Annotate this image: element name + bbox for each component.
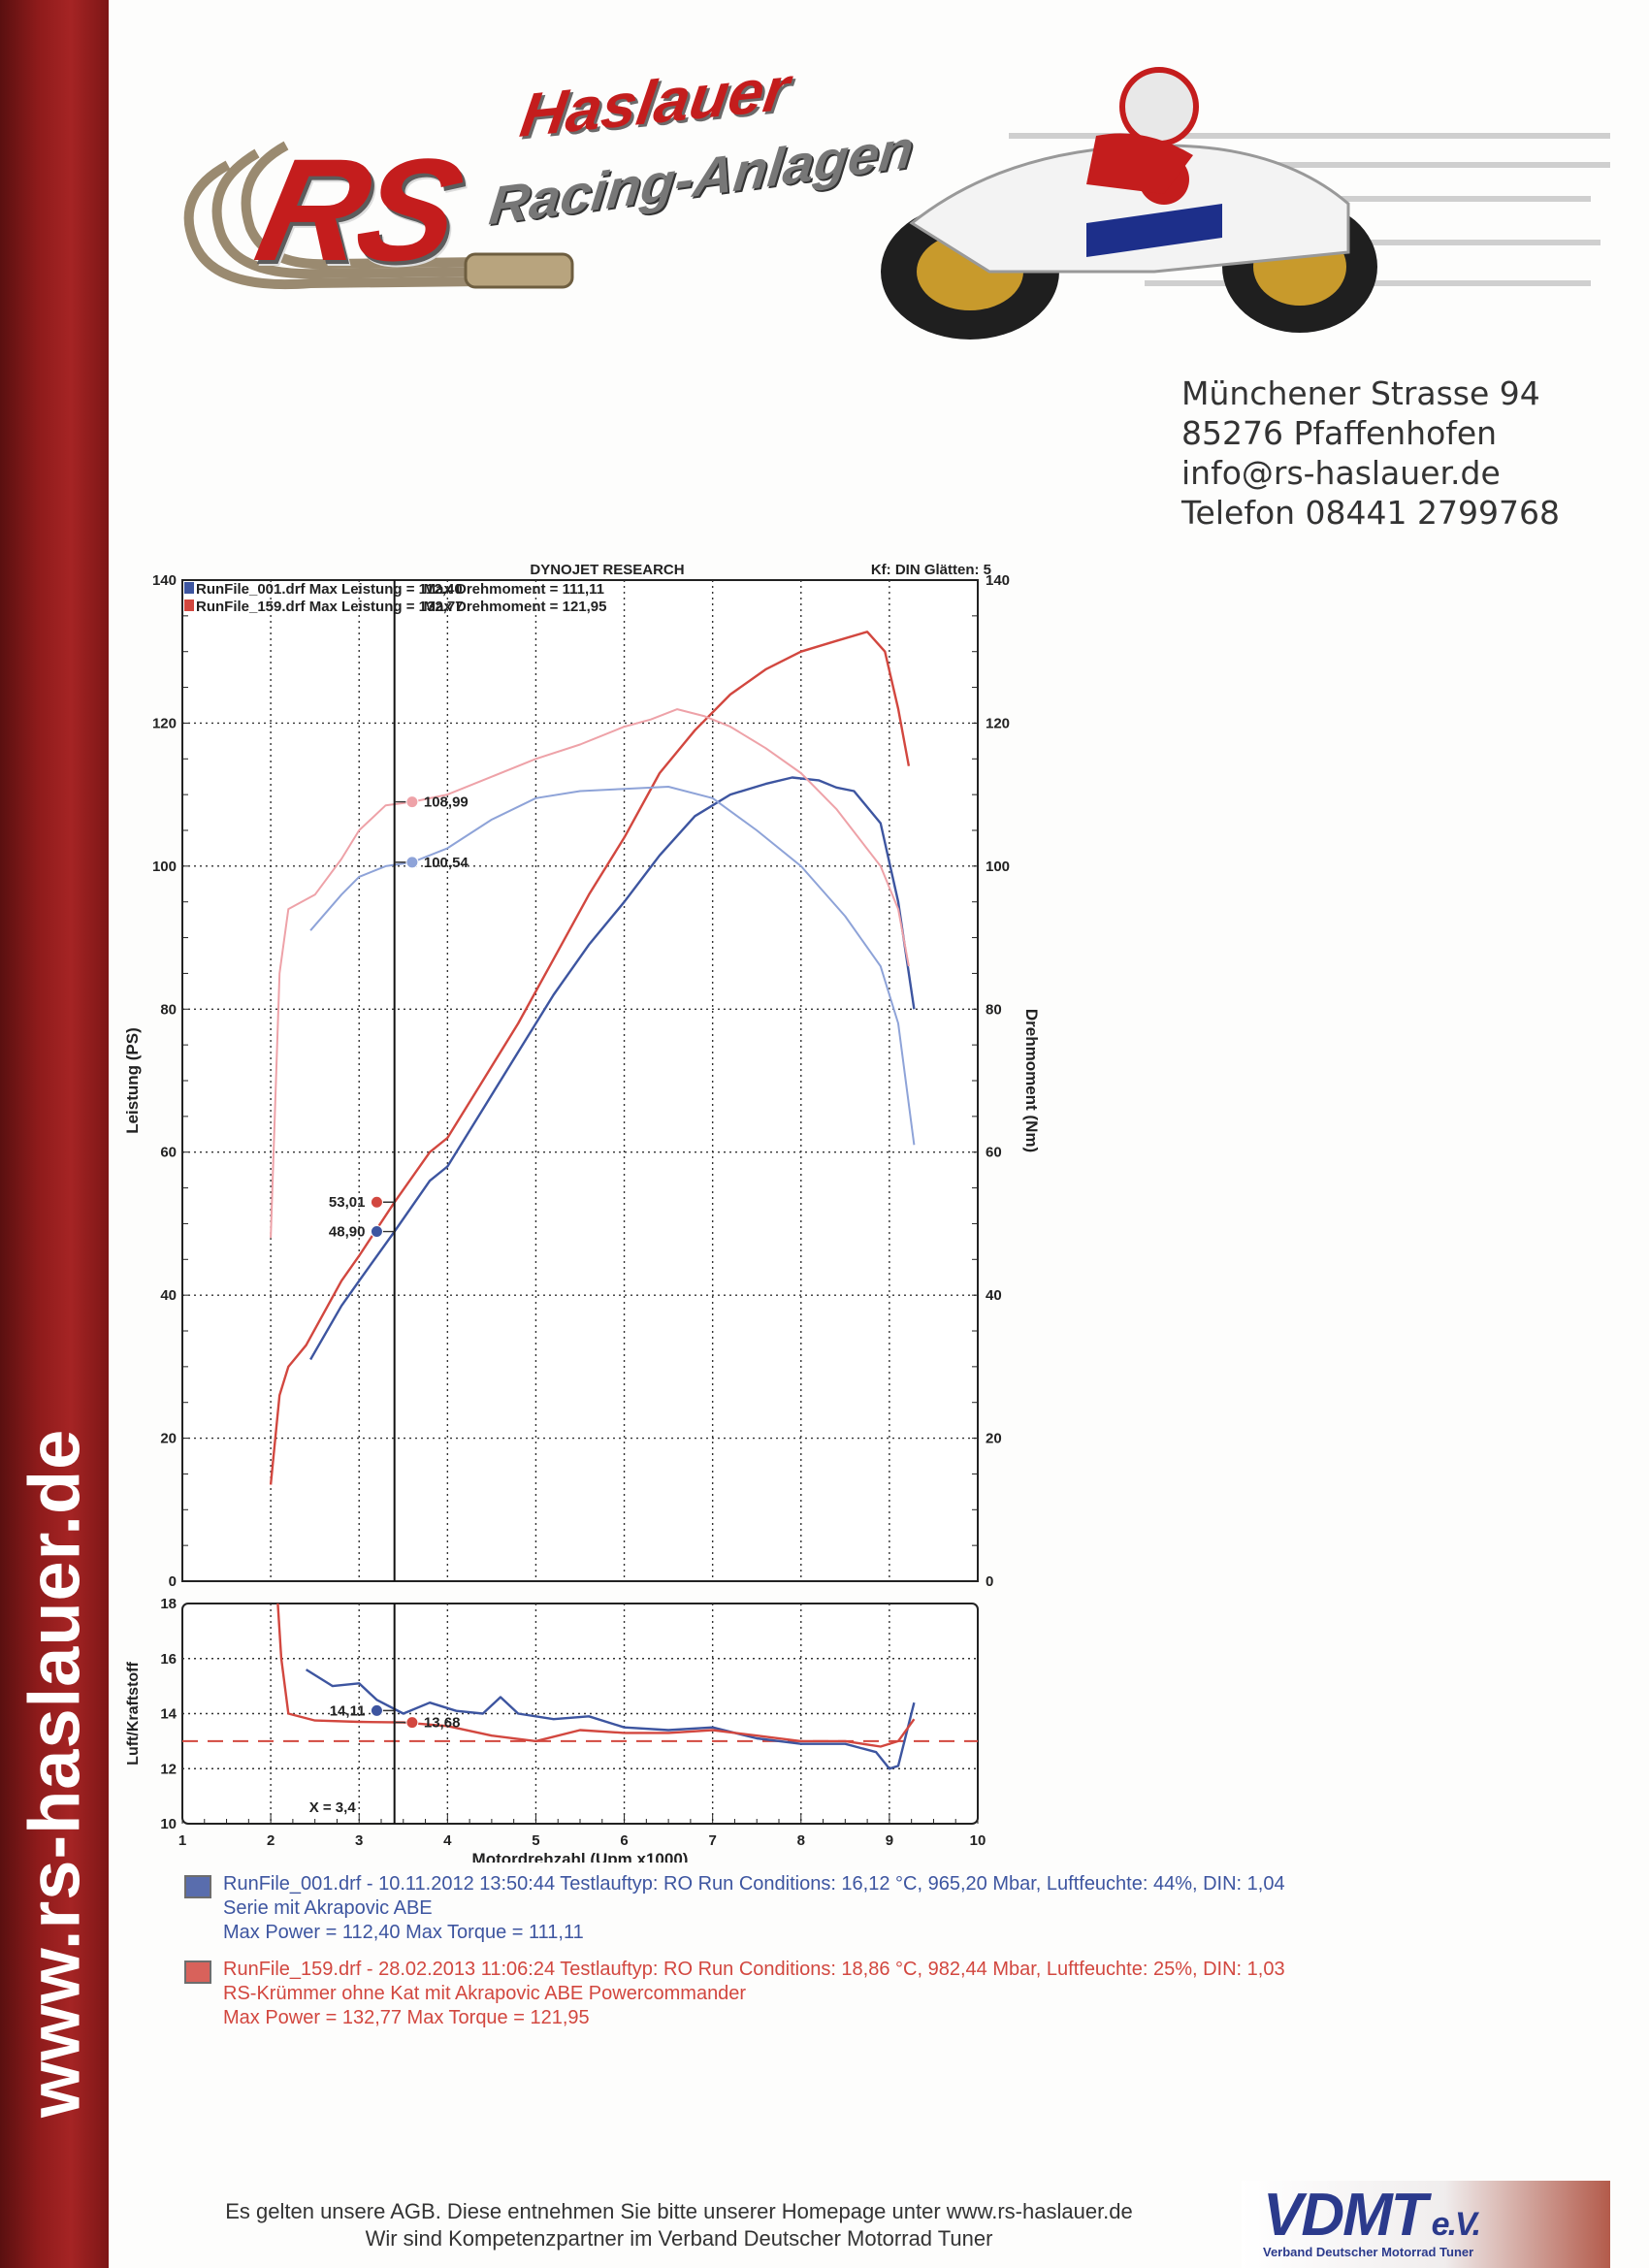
legend-2-line3: Max Power = 132,77 Max Torque = 121,95: [223, 2007, 590, 2028]
legend-2-line1: RunFile_159.drf - 28.02.2013 11:06:24 Te…: [223, 1959, 1285, 1980]
series-line-torque-159: [270, 708, 910, 1239]
legend-1-line3: Max Power = 112,40 Max Torque = 111,11: [223, 1922, 584, 1943]
legend-text-1: RunFile_001.drf - 10.11.2012 13:50:44 Te…: [223, 1872, 1285, 1945]
x-axis-title: Motordrehzahl (Upm x1000): [472, 1850, 689, 1863]
header-swatch-001: [184, 582, 194, 594]
afr-y-tick-label: 16: [160, 1651, 177, 1668]
muffler-icon: [464, 252, 574, 289]
afr-axis-title: Luft/Kraftstoff: [125, 1662, 142, 1766]
afr-y-tick-label: 10: [160, 1816, 177, 1832]
y-tick-label-left: 140: [152, 572, 177, 589]
chart-title: DYNOJET RESEARCH: [530, 562, 684, 578]
series-line-power-159: [269, 631, 911, 1485]
address-city: 85276 Pfaffenhofen: [1181, 414, 1498, 452]
afr-series-line-159: [276, 1603, 916, 1748]
vdmt-word-main: VDMT: [1263, 2182, 1428, 2249]
y-axis-title-right: Drehmoment (Nm): [1022, 1009, 1041, 1152]
vdmt-suffix: e.V.: [1431, 2206, 1481, 2243]
y-tick-label-right: 60: [986, 1145, 1002, 1161]
legend-1-line2: Serie mit Akrapovic ABE: [223, 1897, 433, 1919]
header-line-001: RunFile_001.drf Max Leistung = 112,40: [196, 581, 463, 598]
logo-graphics: [183, 67, 1610, 340]
y-axis-title-left: Leistung (PS): [123, 1027, 142, 1134]
annotation-3-marker: [370, 1225, 383, 1239]
legend-swatch-2: [184, 1960, 211, 1984]
header-torque-159: Max Drehmoment = 121,95: [424, 599, 607, 615]
footer-note: Es gelten unsere AGB. Diese entnehmen Si…: [146, 2198, 1212, 2252]
address-email[interactable]: info@rs-haslauer.de: [1181, 454, 1501, 492]
afr-annotation-0-label: 14,11: [330, 1702, 366, 1719]
y-tick-label-right: 40: [986, 1287, 1002, 1304]
x-tick-label: 3: [355, 1832, 363, 1849]
header-torque-001: Max Drehmoment = 111,11: [424, 581, 604, 598]
series-line-power-001: [309, 776, 916, 1361]
afr-annotation-0-marker: [370, 1703, 383, 1717]
afr-annotation-1-marker: [405, 1716, 419, 1730]
x-tick-label: 7: [708, 1832, 716, 1849]
exhaust-headers-icon: [183, 141, 486, 290]
afr-series-line-001: [305, 1669, 916, 1770]
vdmt-logo: VDMT e.V. Verband Deutscher Motorrad Tune…: [1242, 2181, 1610, 2268]
footer-line2: Wir sind Kompetenzpartner im Verband Deu…: [365, 2226, 993, 2251]
afr-y-tick-label: 14: [160, 1706, 177, 1723]
header-swatch-159: [184, 599, 194, 611]
annotation-0-label: 108,99: [424, 794, 469, 811]
cursor-label: X = 3,4: [309, 1799, 357, 1816]
company-address: Münchener Strasse 94 85276 Pfaffenhofen …: [1181, 373, 1560, 533]
dyno-chart: 1 2 3 4 5 6 7 8 9 10 0 0 20 20 40 40 60 60 80 80 100 100 120 12…: [116, 553, 1533, 1868]
y-tick-label-left: 40: [160, 1287, 177, 1304]
x-tick-label: 4: [443, 1832, 452, 1849]
annotation-2-label: 53,01: [329, 1194, 366, 1211]
annotation-0-marker: [405, 795, 419, 809]
x-tick-label: 9: [886, 1832, 893, 1849]
afr-annotation-1-label: 13,68: [424, 1715, 461, 1732]
y-tick-label-left: 20: [160, 1431, 177, 1447]
vdmt-word: VDMT e.V.: [1263, 2181, 1481, 2250]
legend-swatch-1: [184, 1875, 211, 1898]
address-phone: Telefon 08441 2799768: [1181, 494, 1560, 532]
x-tick-label: 8: [797, 1832, 805, 1849]
x-tick-label: 10: [970, 1832, 986, 1849]
main-plot-frame: [181, 579, 979, 1582]
annotation-1-marker: [405, 856, 419, 869]
footer-line1: Es gelten unsere AGB. Diese entnehmen Si…: [225, 2199, 1133, 2223]
logo-rs: RS: [244, 128, 470, 291]
y-tick-label-right: 140: [986, 572, 1010, 589]
y-tick-label-right: 0: [986, 1573, 993, 1590]
y-tick-label-right: 120: [986, 715, 1010, 731]
company-logo: RS Haslauer Racing-Anlagen: [136, 29, 1610, 340]
legend-text-2: RunFile_159.drf - 28.02.2013 11:06:24 Te…: [223, 1958, 1285, 2030]
header-line-159: RunFile_159.drf Max Leistung = 132,77: [196, 599, 464, 615]
annotation-3-label: 48,90: [329, 1224, 366, 1241]
annotation-1-label: 100,54: [424, 855, 469, 871]
y-tick-label-left: 0: [169, 1573, 177, 1590]
y-tick-label-left: 120: [152, 715, 177, 731]
y-tick-label-left: 80: [160, 1001, 177, 1018]
y-tick-label-right: 80: [986, 1001, 1002, 1018]
y-tick-label-left: 100: [152, 859, 177, 875]
sidebar-band: www.rs-haslauer.de: [0, 0, 109, 2268]
x-tick-label: 5: [532, 1832, 539, 1849]
x-tick-label: 2: [267, 1832, 275, 1849]
chart-corner-note: Kf: DIN Glätten: 5: [871, 562, 991, 578]
vdmt-subtitle: Verband Deutscher Motorrad Tuner: [1263, 2245, 1474, 2259]
y-tick-label-right: 20: [986, 1431, 1002, 1447]
x-tick-label: 1: [178, 1832, 186, 1849]
legend-1-line1: RunFile_001.drf - 10.11.2012 13:50:44 Te…: [223, 1873, 1285, 1895]
afr-y-tick-label: 12: [160, 1761, 177, 1777]
x-tick-label: 6: [620, 1832, 628, 1849]
y-tick-label-right: 100: [986, 859, 1010, 875]
y-tick-label-left: 60: [160, 1145, 177, 1161]
address-street: Münchener Strasse 94: [1181, 374, 1540, 412]
annotation-2-marker: [370, 1195, 383, 1209]
afr-y-tick-label: 18: [160, 1596, 177, 1612]
motorcycle-icon: [881, 67, 1377, 340]
sidebar-url: www.rs-haslauer.de: [14, 1428, 95, 2118]
legend-2-line2: RS-Krümmer ohne Kat mit Akrapovic ABE Po…: [223, 1983, 747, 2004]
series-line-torque-001: [309, 786, 916, 1146]
